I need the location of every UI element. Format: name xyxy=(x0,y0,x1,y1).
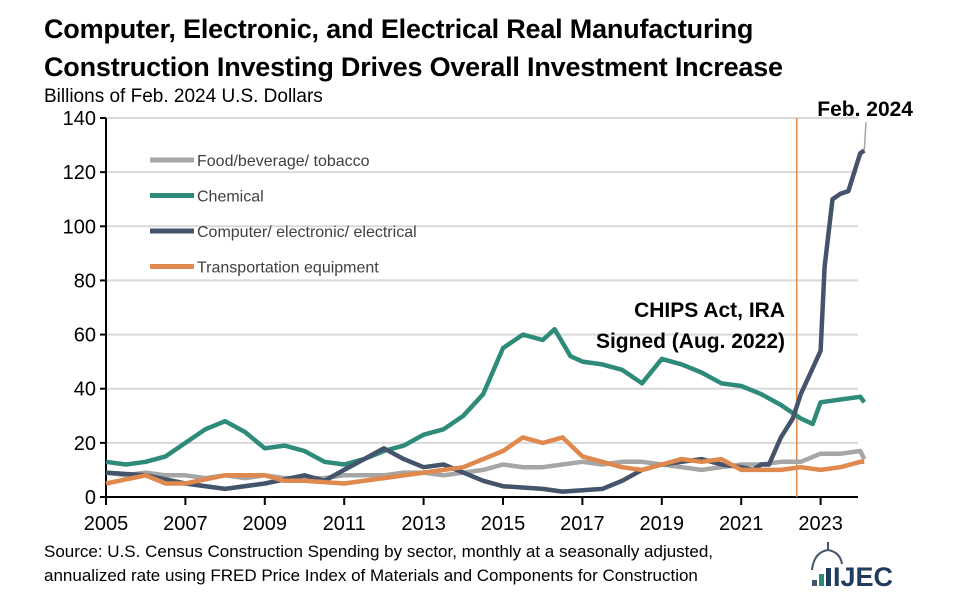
x-tick-label: 2017 xyxy=(560,513,605,535)
y-tick-label: 40 xyxy=(74,379,96,401)
y-tick-label: 80 xyxy=(74,270,96,292)
y-axis-unit-label: Billions of Feb. 2024 U.S. Dollars xyxy=(44,86,323,107)
y-tick-label: 20 xyxy=(74,433,96,455)
logo-bar-3 xyxy=(826,568,831,586)
legend-label-3: Transportation equipment xyxy=(197,260,379,277)
x-tick-label: 2013 xyxy=(401,513,446,535)
x-tick-label: 2021 xyxy=(719,513,764,535)
annotation-feb-2024: Feb. 2024 xyxy=(817,98,913,121)
legend-label-1: Chemical xyxy=(197,189,264,206)
x-tick-label: 2005 xyxy=(84,513,129,535)
annotation-chips-line2: Signed (Aug. 2022) xyxy=(596,330,785,353)
x-tick-label: 2009 xyxy=(243,513,288,535)
x-tick-label: 2023 xyxy=(798,513,843,535)
series-line-0 xyxy=(105,448,867,481)
x-tick-label: 2011 xyxy=(323,513,366,535)
series-line-1 xyxy=(105,326,867,467)
series-line-3 xyxy=(105,435,865,486)
source-line-2: annualized rate using FRED Price Index o… xyxy=(44,566,698,585)
logo-bar-1 xyxy=(812,580,817,586)
x-tick-label: 2015 xyxy=(481,513,526,535)
legend-label-0: Food/beverage/ tobacco xyxy=(197,153,370,170)
y-tick-label: 140 xyxy=(63,108,96,130)
source-note: Source: U.S. Census Construction Spendin… xyxy=(44,540,713,588)
y-tick-label: 0 xyxy=(85,487,96,509)
annotation-chips-line1: CHIPS Act, IRA xyxy=(634,299,785,322)
y-tick-label: 100 xyxy=(63,216,96,238)
feb-2024-leader-line xyxy=(863,121,867,151)
y-tick-label: 120 xyxy=(63,162,96,184)
legend-label-2: Computer/ electronic/ electrical xyxy=(197,224,417,241)
y-tick-label: 60 xyxy=(74,325,96,347)
logo-text: IJEC xyxy=(833,562,893,590)
source-line-1: Source: U.S. Census Construction Spendin… xyxy=(44,542,714,561)
logo-bar-2 xyxy=(819,574,824,586)
jec-logo: IJEC xyxy=(811,542,893,590)
chart-title-line2: Construction Investing Drives Overall In… xyxy=(44,52,783,82)
chart-title-line1: Computer, Electronic, and Electrical Rea… xyxy=(44,14,754,44)
x-tick-label: 2007 xyxy=(163,513,208,535)
x-tick-label: 2019 xyxy=(640,513,685,535)
